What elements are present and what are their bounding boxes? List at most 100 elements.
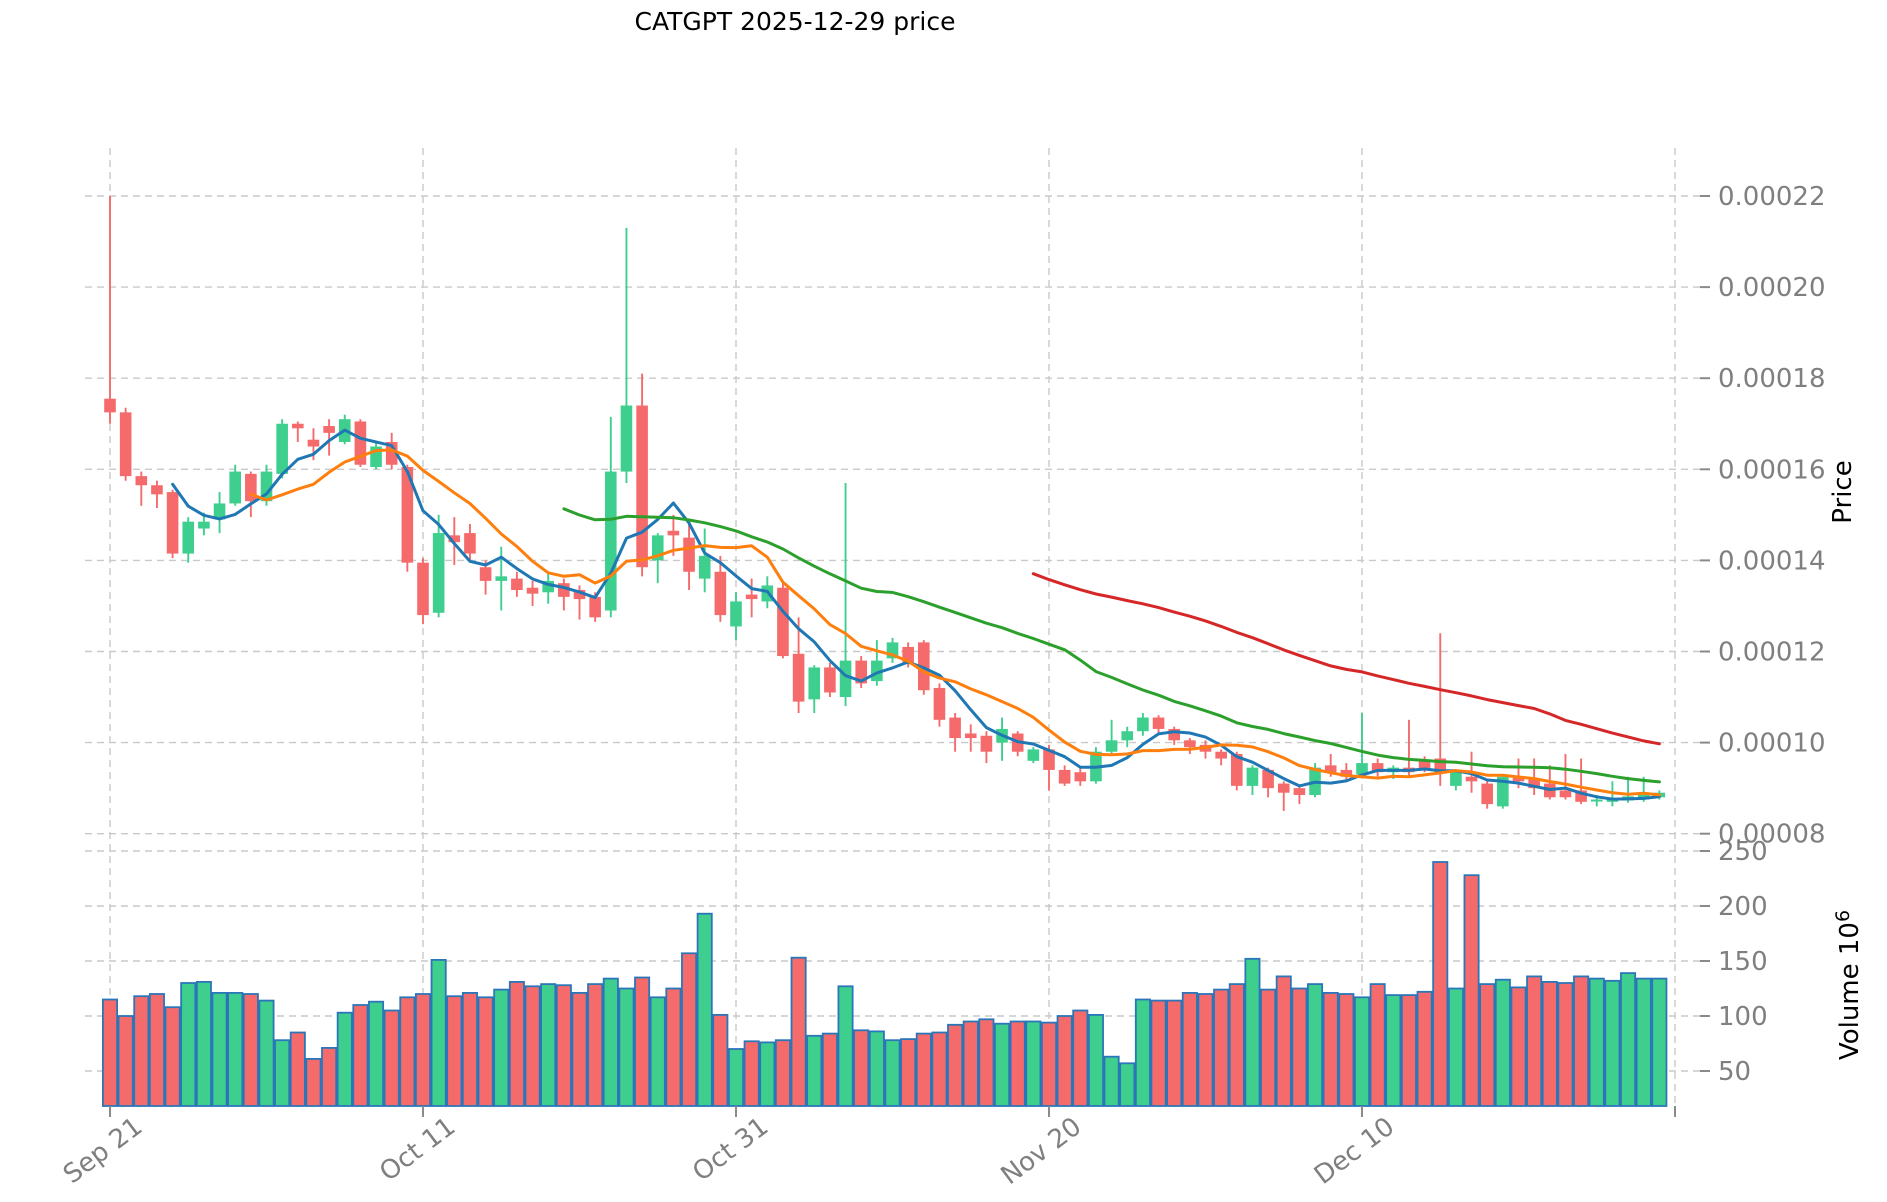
x-tick-labels: Sep 21 Oct 11 Oct 31 Nov 20 Dec 10: [58, 1112, 1400, 1191]
volume-bar: [915, 1032, 932, 1107]
candle-body: [1497, 776, 1509, 807]
candle-body: [714, 571, 727, 616]
candle-body: [1152, 717, 1165, 729]
candle-body: [620, 405, 633, 472]
volume-bar: [743, 1040, 760, 1107]
volume-bar: [1369, 983, 1386, 1107]
candle-body: [1262, 769, 1274, 789]
volume-tick-label: 100: [1718, 1002, 1768, 1032]
candle-body: [479, 567, 492, 581]
volume-bar: [1416, 990, 1433, 1107]
volume-bar: [1494, 978, 1511, 1107]
volume-bar: [1228, 983, 1245, 1107]
price-tick-label: 0.00010: [1718, 729, 1826, 759]
volume-bar: [853, 1029, 870, 1107]
volume-bar: [900, 1038, 917, 1107]
volume-bar: [712, 1014, 729, 1107]
volume-bar: [587, 983, 604, 1107]
candle-body: [464, 533, 476, 554]
volume-bar: [383, 1009, 400, 1107]
volume-bar: [524, 985, 541, 1107]
candle-body: [292, 423, 304, 429]
price-tick-label: 0.00022: [1718, 182, 1826, 212]
volume-bar: [1213, 988, 1230, 1107]
volume-bar: [289, 1031, 306, 1107]
volume-bar: [1025, 1020, 1042, 1107]
candle-body: [886, 642, 899, 659]
candle-body: [651, 535, 664, 561]
candle-body: [1465, 776, 1478, 782]
candle-body: [683, 537, 695, 572]
candle-body: [636, 405, 648, 568]
candle-body: [964, 733, 977, 739]
volume-bar: [180, 982, 197, 1107]
candle-body: [542, 580, 554, 593]
candle-body: [1356, 763, 1368, 775]
volume-bar: [242, 993, 259, 1107]
volume-bar: [195, 981, 212, 1107]
candle-body: [448, 535, 461, 543]
ma-60-line: [1031, 572, 1661, 746]
candle-body: [511, 578, 523, 591]
candle-body: [1027, 749, 1040, 761]
candle-body: [385, 441, 398, 465]
volume-bar: [649, 996, 666, 1107]
candle-body: [1231, 753, 1243, 786]
candle-body: [1450, 772, 1462, 786]
volume-bar: [1447, 987, 1464, 1107]
candle-body: [1043, 749, 1055, 770]
grid: [85, 148, 1700, 1106]
candle-body: [1512, 776, 1525, 782]
candle-body: [1121, 731, 1134, 741]
price-tick-label: 0.00020: [1718, 273, 1826, 303]
volume-bars: [102, 861, 1668, 1107]
volume-bar: [1072, 1009, 1089, 1107]
candle-body: [1105, 740, 1118, 752]
volume-bar: [305, 1058, 322, 1107]
volume-bar: [1056, 1015, 1073, 1107]
price-tick-label: 0.00012: [1718, 638, 1826, 668]
volume-bar: [665, 987, 682, 1107]
candle-body: [839, 660, 852, 698]
volume-bar: [399, 996, 416, 1107]
candle-body: [1559, 790, 1572, 798]
candle-body: [777, 587, 789, 657]
volume-bar: [884, 1039, 901, 1107]
volume-bar: [1432, 861, 1449, 1107]
candle-body: [401, 467, 414, 563]
chart-title: CATGPT 2025-12-29 price: [634, 7, 955, 36]
candle-body: [933, 687, 946, 720]
volume-bar: [477, 996, 494, 1107]
candle-body: [1481, 783, 1493, 805]
candle-body: [495, 576, 508, 581]
candle-body: [792, 653, 805, 702]
volume-bar: [1119, 1062, 1136, 1107]
candle-body: [573, 590, 586, 600]
candle-body: [166, 492, 179, 554]
x-tick-label: Oct 11: [374, 1112, 461, 1188]
price-tick-labels: 0.00022 0.00020 0.00018 0.00016 0.00014 0.000…: [1718, 182, 1826, 850]
volume-bar: [493, 988, 510, 1107]
volume-bar: [148, 993, 165, 1107]
candle-body: [1324, 765, 1337, 773]
volume-bar: [117, 1015, 134, 1107]
volume-bar: [837, 985, 854, 1107]
volume-bar: [1307, 983, 1324, 1107]
candle-body: [370, 446, 382, 468]
candle-body: [824, 667, 836, 693]
candle-body: [260, 471, 273, 502]
volume-bar: [978, 1018, 995, 1107]
volume-bar: [1338, 993, 1355, 1107]
candle-body: [182, 521, 195, 554]
candle-body: [417, 562, 429, 616]
x-tick-label: Oct 31: [687, 1112, 774, 1188]
candle-body: [307, 439, 320, 447]
candle-body: [135, 476, 148, 486]
candle-body: [276, 423, 288, 474]
candle-body: [1606, 799, 1619, 802]
volume-bar: [1150, 999, 1167, 1107]
volume-bar: [1635, 977, 1652, 1107]
candle-body: [1371, 763, 1384, 773]
